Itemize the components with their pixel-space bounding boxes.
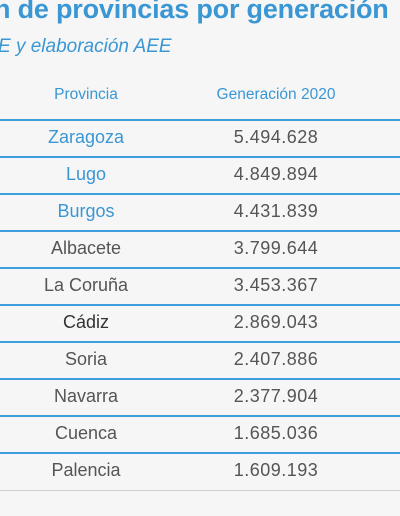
cell-generacion: 4.849.894 — [233, 164, 319, 184]
table-row: Soria 2.407.886 — [0, 343, 400, 380]
cell-provincia: Zaragoza — [47, 127, 125, 147]
cell-provincia: Soria — [64, 349, 108, 369]
cell-provincia: Burgos — [57, 201, 115, 221]
cell-generacion: 2.377.904 — [233, 386, 319, 406]
cell-provincia: Albacete — [50, 238, 122, 258]
cell-provincia: Palencia — [51, 460, 121, 480]
table-row: La Coruña 3.453.367 — [0, 269, 400, 306]
table-header-row: Provincia Generación 2020 — [0, 74, 400, 121]
table-row: Cuenca 1.685.036 — [0, 417, 400, 454]
cell-generacion: 5.494.628 — [233, 127, 319, 147]
cell-generacion: 4.431.839 — [233, 201, 319, 221]
table-row: Lugo 4.849.894 — [0, 158, 400, 195]
cell-generacion: 2.869.043 — [233, 312, 319, 332]
cell-provincia: Cádiz — [62, 312, 110, 332]
cell-generacion: 1.685.036 — [233, 423, 319, 443]
page-title: n de provincias por generación — [0, 0, 389, 24]
header-generacion: Generación 2020 — [216, 86, 336, 103]
provinces-table: Provincia Generación 2020 Zaragoza 5.494.… — [0, 74, 400, 491]
cell-provincia: La Coruña — [43, 275, 129, 295]
cell-provincia: Cuenca — [54, 423, 118, 443]
table-row: Burgos 4.431.839 — [0, 195, 400, 232]
table-row: Palencia 1.609.193 — [0, 454, 400, 491]
header-provincia: Provincia — [54, 86, 118, 103]
table-row: Navarra 2.377.904 — [0, 380, 400, 417]
source-subtitle: E y elaboración AEE — [0, 36, 172, 57]
table-row: Cádiz 2.869.043 — [0, 306, 400, 343]
table-row: Albacete 3.799.644 — [0, 232, 400, 269]
cell-generacion: 2.407.886 — [233, 349, 319, 369]
table-row: Zaragoza 5.494.628 — [0, 121, 400, 158]
cell-generacion: 3.799.644 — [233, 238, 319, 258]
cell-generacion: 3.453.367 — [233, 275, 319, 295]
cell-provincia: Lugo — [65, 164, 107, 184]
table-body: Zaragoza 5.494.628 Lugo 4.849.894 Burgos 4.43… — [0, 121, 400, 491]
cell-generacion: 1.609.193 — [233, 460, 319, 480]
cell-provincia: Navarra — [53, 386, 119, 406]
